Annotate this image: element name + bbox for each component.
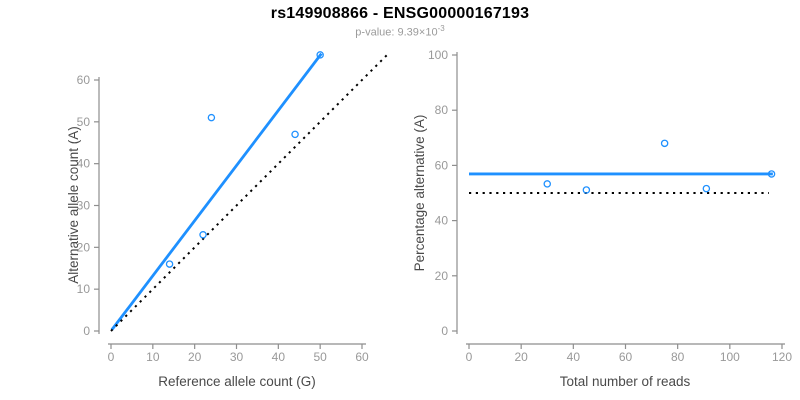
axes: 0 20 40 60 80 100 120 0 20 40 60 80 100 Total number … xyxy=(412,48,792,389)
data-point xyxy=(767,170,776,178)
x-tick-label: 50 xyxy=(313,350,327,364)
data-points xyxy=(543,139,776,194)
left-scatter-plot: 0 10 20 30 40 50 60 0 10 20 30 40 50 60 Reference alle… xyxy=(66,51,388,389)
y-tick-label: 60 xyxy=(77,73,91,87)
y-tick-label: 30 xyxy=(77,199,91,213)
x-tick-label: 120 xyxy=(772,350,792,364)
y-tick-label: 50 xyxy=(77,115,91,129)
data-point xyxy=(702,184,711,193)
x-axis-title: Total number of reads xyxy=(560,374,691,389)
x-tick-label: 40 xyxy=(567,350,581,364)
y-tick-label: 60 xyxy=(435,158,449,172)
y-tick-label: 100 xyxy=(428,48,448,62)
data-points xyxy=(165,51,324,268)
y-tick-label: 20 xyxy=(77,240,91,254)
pvalue-exponent: -3 xyxy=(437,24,445,33)
x-tick-label: 40 xyxy=(272,350,286,364)
data-point xyxy=(291,130,299,139)
y-tick-label: 40 xyxy=(435,214,449,228)
x-tick-label: 0 xyxy=(108,350,115,364)
x-tick-label: 100 xyxy=(720,350,740,364)
x-tick-label: 60 xyxy=(619,350,633,364)
identity-line xyxy=(110,54,388,332)
figure-subtitle: p-value: 9.39×10-3 xyxy=(0,24,800,39)
x-tick-label: 30 xyxy=(230,350,244,364)
y-tick-label: 80 xyxy=(435,103,449,117)
y-tick-label: 0 xyxy=(441,324,448,338)
axes: 0 10 20 30 40 50 60 0 10 20 30 40 50 60 Reference alle… xyxy=(66,73,369,389)
data-point xyxy=(582,186,591,194)
y-axis-title: Percentage alternative (A) xyxy=(412,115,427,272)
pvalue-text: p-value: 9.39×10 xyxy=(355,26,438,39)
x-tick-label: 20 xyxy=(514,350,528,364)
data-point xyxy=(199,231,207,239)
y-tick-label: 20 xyxy=(435,269,449,283)
data-point xyxy=(165,260,174,268)
data-point xyxy=(207,113,216,122)
x-tick-label: 0 xyxy=(466,350,473,364)
right-scatter-plot: 0 20 40 60 80 100 120 0 20 40 60 80 100 Total number … xyxy=(412,48,792,389)
x-tick-label: 60 xyxy=(355,350,369,364)
y-axis-title: Alternative allele count (A) xyxy=(66,126,81,284)
data-point xyxy=(543,180,551,188)
data-point xyxy=(660,139,669,148)
y-tick-label: 0 xyxy=(83,324,90,338)
x-tick-label: 80 xyxy=(671,350,685,364)
y-tick-label: 40 xyxy=(77,157,91,171)
x-axis-title: Reference allele count (G) xyxy=(158,374,316,389)
fit-line xyxy=(110,52,323,331)
x-tick-label: 20 xyxy=(188,350,202,364)
x-tick-label: 10 xyxy=(146,350,160,364)
data-point xyxy=(316,51,324,59)
figure-title: rs149908866 - ENSG00000167193 xyxy=(270,5,530,22)
y-tick-label: 10 xyxy=(77,282,91,296)
